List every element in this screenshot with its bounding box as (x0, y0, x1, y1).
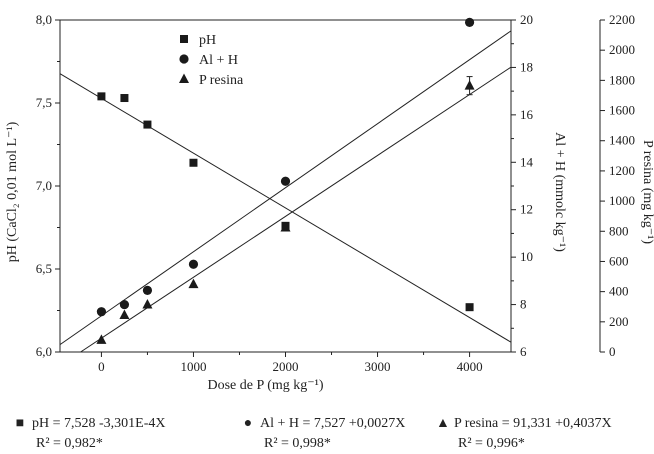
legend-marker-triangle (179, 73, 189, 83)
right-tick-label: 400 (609, 284, 629, 299)
equation-presina-text: P resina = 91,331 +0,4037X (454, 416, 612, 431)
mid-tick-label: 14 (520, 154, 534, 169)
left-tick-label: 8,0 (36, 12, 52, 27)
point-circle (280, 176, 291, 186)
axis-labels: Dose de P (mg kg⁻¹) pH (CaCl₂ 0,01 mol L⁻… (5, 121, 654, 393)
x-tick-label: 3000 (365, 359, 391, 374)
point-triangle (96, 334, 107, 344)
x-tick-label: 4000 (457, 359, 483, 374)
legend-label: pH (199, 33, 216, 48)
fit-line-triangle (80, 66, 512, 353)
right-tick-label: 600 (609, 253, 629, 268)
point-triangle (188, 278, 199, 289)
equation-ph: ■ pH = 7,528 -3,301E-4X R² = 0,982* (14, 414, 166, 454)
fit-line-square (59, 73, 512, 343)
point-circle (96, 307, 107, 317)
legend-marker-circle (179, 54, 189, 64)
mid-tick-label: 10 (520, 249, 533, 264)
mid-tick-label: 8 (520, 297, 527, 312)
legend-label: P resina (199, 73, 244, 88)
mid-tick-label: 18 (520, 59, 533, 74)
triangle-marker-icon: ▲ (436, 416, 450, 431)
point-square (120, 94, 129, 103)
equation-presina: ▲ P resina = 91,331 +0,4037X R² = 0,996* (436, 414, 612, 454)
equation-alh: ● Al + H = 7,527 +0,0027X R² = 0,998* (242, 414, 406, 454)
chart: 0 1000 2000 3000 40006,06,57,07,58,068101214… (5, 12, 654, 393)
point-square (143, 120, 152, 129)
right-tick-label: 1200 (609, 163, 635, 178)
legend-label: Al + H (199, 53, 238, 68)
circle-marker-icon: ● (243, 416, 253, 431)
point-triangle (119, 309, 130, 320)
plot-frame (59, 19, 601, 353)
mid-tick-label: 16 (520, 107, 534, 122)
x-axis-label: Dose de P (mg kg⁻¹) (207, 378, 323, 393)
right-tick-label: 200 (609, 314, 629, 329)
point-triangle (142, 298, 153, 309)
right-axis-label: P resina (mg kg⁻¹) (640, 140, 654, 244)
point-square (189, 158, 198, 167)
point-circle (188, 259, 199, 269)
regression-lines (59, 30, 512, 353)
equation-presina-r2: R² = 0,996* (436, 434, 612, 454)
point-triangle (280, 222, 291, 232)
right-tick-label: 1800 (609, 72, 635, 87)
right-tick-label: 2000 (609, 42, 635, 57)
equation-alh-r2: R² = 0,998* (242, 434, 405, 454)
equation-ph-text: pH = 7,528 -3,301E-4X (32, 416, 166, 431)
right-tick-label: 1000 (609, 193, 635, 208)
r2-ph: R² = 0,982* (36, 436, 103, 451)
mid-tick-label: 6 (520, 344, 527, 359)
right-tick-label: 1400 (609, 133, 635, 148)
legend-marker-square (180, 35, 188, 43)
left-axis-label: pH (CaCl₂ 0,01 mol L⁻¹) (5, 121, 20, 262)
point-circle (119, 299, 130, 310)
point-circle (142, 285, 153, 295)
left-tick-label: 7,5 (36, 95, 52, 110)
right-tick-label: 800 (609, 223, 629, 238)
left-tick-label: 6,0 (36, 344, 52, 359)
point-triangle (464, 80, 475, 90)
x-tick-label: 0 (98, 359, 105, 374)
right-tick-label: 1600 (609, 103, 635, 118)
right-tick-label: 0 (609, 344, 616, 359)
mid-axis-label: Al + H (mmolc kg⁻¹) (552, 132, 567, 252)
point-square (97, 92, 106, 101)
r2-presina: R² = 0,996* (458, 436, 525, 451)
legend: pH Al + H P resina (179, 33, 244, 88)
square-marker-icon: ■ (15, 416, 25, 431)
fit-line-circle (59, 30, 512, 346)
x-tick-label: 2000 (273, 359, 299, 374)
right-tick-label: 2200 (609, 12, 635, 27)
equation-alh-text: Al + H = 7,527 +0,0027X (260, 416, 406, 431)
left-tick-label: 7,0 (36, 178, 52, 193)
r2-alh: R² = 0,998* (264, 436, 331, 451)
left-tick-label: 6,5 (36, 261, 52, 276)
x-tick-label: 1000 (180, 359, 206, 374)
mid-tick-label: 12 (520, 202, 533, 217)
point-square (465, 303, 474, 312)
point-circle (464, 17, 475, 27)
equation-ph-r2: R² = 0,982* (14, 434, 166, 454)
data-points (96, 17, 475, 344)
mid-tick-label: 20 (520, 12, 533, 27)
ticks: 0 1000 2000 3000 40006,06,57,07,58,068101214… (36, 12, 635, 374)
